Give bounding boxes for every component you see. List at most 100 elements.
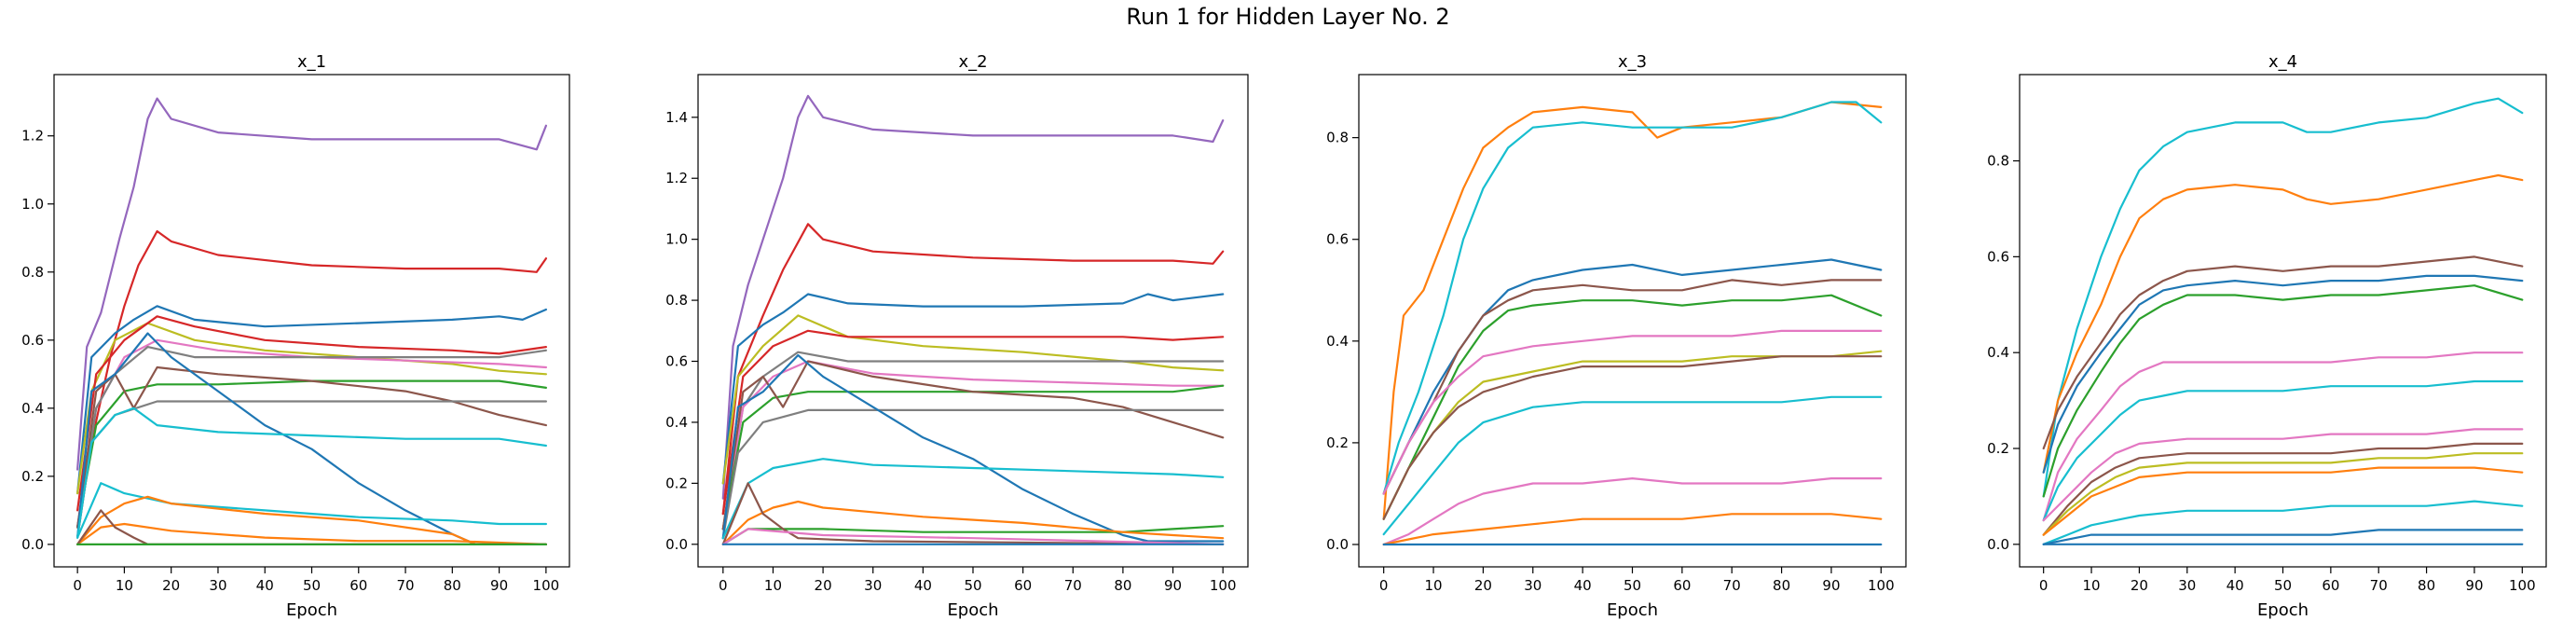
subplot-x4: 0 10 20 30 40 50 60 70 80 90 100 0.0 0.2 0.4 0.6 0.8 x_4… [1987, 52, 2547, 620]
series-line-2 [1382, 101, 1883, 495]
y-tick-label: 1.0 [665, 231, 688, 248]
y-tick-label: 0.8 [21, 264, 44, 281]
x-tick-label: 70 [396, 577, 414, 594]
series-line-8 [75, 379, 548, 529]
figure-title: Run 1 for Hidden Layer No. 2 [1126, 4, 1450, 30]
series-line-3 [75, 305, 548, 495]
series-line-8 [721, 384, 1225, 530]
x-tick-label: 30 [2178, 577, 2196, 594]
y-tick-label: 1.2 [665, 170, 688, 186]
x-tick-label: 30 [1524, 577, 1541, 594]
series-line-5 [721, 329, 1225, 516]
series-line-2 [2042, 173, 2524, 474]
x-tick-label: 0 [719, 577, 728, 594]
series-line-14 [75, 495, 548, 546]
x-tick-label: 50 [1624, 577, 1641, 594]
subplot-x2: 0 10 20 30 40 50 60 70 80 90 100 0.0 0.2 0.4 0.6 0.8 1.0… [665, 52, 1249, 620]
x-axis-label: Epoch [286, 600, 337, 620]
x-tick-label: 50 [303, 577, 321, 594]
series-line-11 [721, 353, 1225, 543]
y-tick-label: 0.4 [1987, 344, 2009, 361]
y-tick-label: 0.8 [1326, 130, 1349, 146]
series-line-3 [2042, 255, 2524, 450]
x-tick-label: 70 [1723, 577, 1741, 594]
x-axis-label: Epoch [1607, 600, 1658, 620]
x-axis-label: Epoch [947, 600, 998, 620]
x-tick-label: 50 [964, 577, 981, 594]
subplot-title: x_1 [297, 52, 326, 72]
series-line-11 [1382, 513, 1883, 546]
x-tick-label: 90 [2465, 577, 2483, 594]
x-tick-label: 80 [1773, 577, 1790, 594]
y-tick-label: 0.2 [1987, 440, 2009, 457]
series-line-2 [721, 223, 1225, 516]
y-tick-label: 0.2 [665, 475, 688, 491]
series-line-6 [721, 351, 1225, 530]
x-tick-label: 10 [2082, 577, 2100, 594]
series-line-6 [2042, 351, 2524, 522]
x-tick-label: 20 [815, 577, 832, 594]
x-tick-label: 100 [2509, 577, 2536, 594]
series-line-11 [2042, 466, 2524, 536]
series-line-5 [1382, 294, 1883, 520]
y-tick-label: 1.0 [21, 196, 44, 213]
subplot-x1: 0 10 20 30 40 50 60 70 80 90 100 0.0 0.2 0.4 0.6 0.8 1.0… [21, 52, 570, 620]
series-line-7 [721, 360, 1225, 530]
y-tick-label: 0.0 [665, 536, 688, 553]
series-line-4 [2042, 274, 2524, 474]
y-tick-label: 1.4 [665, 109, 688, 126]
x-tick-label: 40 [914, 577, 932, 594]
series-line-14 [721, 500, 1225, 545]
x-tick-label: 40 [256, 577, 274, 594]
series-line-12 [721, 458, 1225, 540]
y-tick-label: 0.0 [21, 536, 44, 553]
x-tick-label: 10 [116, 577, 133, 594]
axes-frame [697, 74, 1249, 568]
x-tick-label: 50 [2274, 577, 2292, 594]
x-tick-label: 30 [209, 577, 226, 594]
series-line-13 [75, 482, 548, 539]
series-line-9 [2042, 442, 2524, 536]
series-line-13 [2042, 529, 2524, 545]
x-tick-label: 60 [349, 577, 367, 594]
y-tick-label: 0.6 [665, 353, 688, 370]
x-tick-label: 60 [1014, 577, 1032, 594]
x-tick-label: 40 [2227, 577, 2244, 594]
subplot-title: x_3 [1618, 52, 1647, 72]
x-tick-label: 90 [1822, 577, 1840, 594]
series-line-4 [721, 314, 1225, 485]
subplot-title: x_2 [958, 52, 987, 72]
y-tick-label: 0.4 [1326, 333, 1349, 350]
series-line-3 [721, 293, 1225, 485]
x-tick-label: 20 [2131, 577, 2148, 594]
series-line-7 [2042, 379, 2524, 522]
series-line-10 [2042, 452, 2524, 536]
series-line-10 [721, 408, 1225, 540]
y-tick-label: 0.8 [1987, 153, 2009, 170]
y-tick-label: 0.2 [1326, 434, 1349, 451]
series-line-15 [721, 482, 1225, 545]
x-tick-label: 100 [533, 577, 560, 594]
subplot-x3: 0 10 20 30 40 50 60 70 80 90 100 0.0 0.2 0.4 0.6 0.8 x_3… [1326, 52, 1907, 620]
x-tick-label: 40 [1574, 577, 1592, 594]
series-line-6 [1382, 329, 1883, 495]
x-tick-label: 70 [1064, 577, 1082, 594]
x-tick-label: 60 [2322, 577, 2339, 594]
series-line-1 [721, 94, 1225, 500]
x-tick-label: 0 [2039, 577, 2048, 594]
series-line-5 [75, 315, 548, 512]
series-line-9 [1382, 395, 1883, 536]
series-line-9 [721, 360, 1225, 530]
y-tick-label: 0.6 [1326, 231, 1349, 248]
x-tick-label: 90 [490, 577, 508, 594]
y-tick-label: 1.2 [21, 128, 44, 145]
x-tick-label: 100 [1210, 577, 1237, 594]
series-line-1 [1382, 101, 1883, 520]
x-tick-label: 0 [1379, 577, 1389, 594]
x-tick-label: 20 [162, 577, 180, 594]
series-line-15 [75, 522, 548, 546]
series-line-8 [1382, 355, 1883, 520]
series-line-1 [2042, 97, 2524, 498]
x-tick-label: 70 [2370, 577, 2388, 594]
